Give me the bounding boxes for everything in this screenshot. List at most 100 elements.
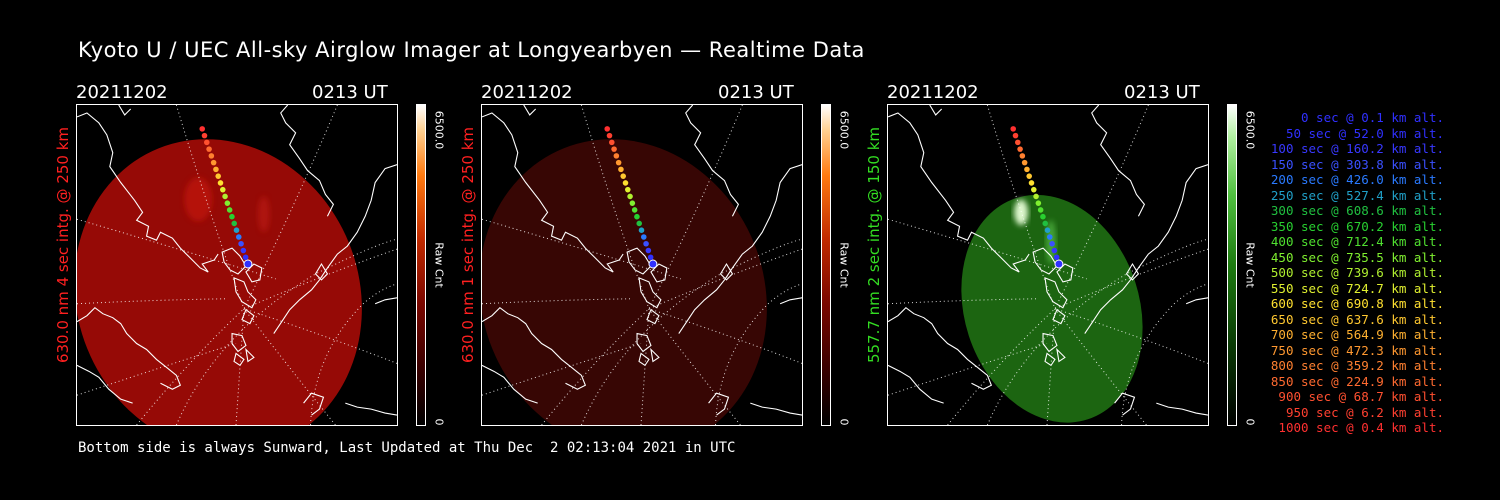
legend-altitude: 637.6 km alt.: [1338, 311, 1444, 327]
grid-line: [243, 308, 336, 425]
legend-altitude: 0.1 km alt.: [1353, 110, 1444, 125]
coastline: [1044, 277, 1068, 309]
trajectory-point: [620, 173, 626, 179]
trajectory-point: [1024, 166, 1030, 173]
legend-time: 0 sec @: [1301, 110, 1354, 125]
grid-line: [947, 308, 1056, 425]
trajectory-point: [1054, 259, 1064, 269]
trajectory-point: [206, 146, 212, 152]
trajectory-point: [643, 240, 649, 247]
legend-altitude: 670.2 km alt.: [1338, 218, 1444, 234]
colorbar-max: 6500.0: [1243, 110, 1257, 150]
colorbar-max: 6500.0: [432, 110, 446, 150]
trajectory-point: [1053, 254, 1060, 261]
coastline: [1032, 247, 1058, 275]
trajectory-legend-row: 200 sec @ 426.0 km alt.: [1262, 172, 1444, 188]
trajectory-point: [236, 234, 242, 240]
trajectory-legend-row: 850 sec @ 224.9 km alt.: [1262, 374, 1444, 390]
trajectory-point: [1049, 240, 1055, 247]
sky-glow: [961, 194, 1143, 423]
coastline: [779, 297, 802, 305]
legend-altitude: 224.9 km alt.: [1338, 373, 1444, 389]
coastline: [638, 277, 662, 309]
legend-altitude: 724.7 km alt.: [1338, 280, 1444, 296]
legend-altitude: 472.3 km alt.: [1338, 342, 1444, 358]
coastline: [303, 392, 325, 416]
trajectory-point: [1040, 213, 1046, 220]
coastline: [750, 402, 802, 416]
trajectory-point: [645, 247, 652, 254]
trajectory-point: [215, 173, 222, 179]
coastline: [77, 112, 219, 273]
legend-time: 450 sec @: [1270, 249, 1339, 265]
legend-time: 650 sec @: [1270, 311, 1339, 327]
trajectory-point: [1035, 200, 1042, 206]
coastline-map: [888, 105, 1208, 416]
legend-time: 900 sec @: [1278, 389, 1347, 404]
coastline: [314, 262, 329, 281]
trajectory-point: [201, 132, 208, 139]
legend-time: 50 sec @: [1285, 125, 1347, 141]
coastline: [626, 247, 652, 275]
trajectory-legend-row: 150 sec @ 303.8 km alt.: [1262, 157, 1444, 173]
coastline: [523, 105, 537, 116]
trajectory-point: [1021, 159, 1028, 166]
legend-time: 550 sec @: [1270, 280, 1339, 296]
trajectory-point: [233, 227, 240, 233]
legend-time: 700 sec @: [1270, 327, 1339, 342]
legend-altitude: 712.4 km alt.: [1338, 234, 1444, 249]
trajectory-legend-row: 750 sec @ 472.3 km alt.: [1262, 343, 1444, 359]
grid-line: [1121, 283, 1208, 425]
trajectory-legend-row: 350 sec @ 670.2 km alt.: [1262, 219, 1444, 235]
trajectory-point: [1012, 132, 1019, 139]
allsky-image: [481, 104, 803, 426]
trajectory-point: [199, 126, 205, 132]
panel-date: 20211202: [481, 82, 573, 103]
coastline: [482, 307, 587, 390]
legend-time: 400 sec @: [1270, 234, 1339, 249]
coastline: [678, 164, 802, 334]
colorbar-unit: Raw Cnt: [1243, 242, 1257, 288]
trajectory-point: [238, 240, 244, 247]
legend-time: 150 sec @: [1270, 156, 1339, 172]
trajectory-point: [1026, 173, 1032, 179]
legend-altitude: 303.8 km alt.: [1338, 156, 1444, 172]
trajectory-point: [604, 126, 610, 132]
legend-altitude: 564.9 km alt.: [1338, 327, 1444, 342]
trajectory-point: [638, 227, 645, 233]
trajectory-point: [613, 153, 620, 159]
trajectory-legend-row: 900 sec @ 68.7 km alt.: [1262, 389, 1444, 405]
trajectory-point: [615, 159, 622, 166]
lat-lon-grid: [77, 105, 397, 425]
coastline: [708, 392, 730, 416]
coastline: [77, 307, 182, 390]
legend-time: 250 sec @: [1270, 187, 1339, 203]
trajectory-point: [213, 166, 219, 173]
panel-time: 0213 UT: [312, 82, 388, 103]
trajectory-point: [631, 207, 638, 213]
legend-time: 750 sec @: [1270, 342, 1339, 358]
trajectory-point: [618, 166, 624, 173]
coastline: [1185, 297, 1208, 305]
coastline: [231, 332, 247, 353]
trajectory-point: [229, 213, 235, 220]
coastline: [685, 105, 740, 217]
coastline: [650, 347, 660, 363]
panel-time: 0213 UT: [718, 82, 794, 103]
coastline: [273, 164, 397, 334]
trajectory-point: [625, 186, 631, 193]
legend-altitude: 52.0 km alt.: [1346, 125, 1444, 141]
trajectory-point: [242, 254, 249, 261]
panel-ylabel: 557.7 nm 2 sec intg. @ 150 km: [865, 126, 883, 364]
grid-line: [715, 283, 802, 425]
legend-time: 200 sec @: [1270, 172, 1339, 187]
coastline: [241, 308, 255, 325]
trajectory-legend-row: 0 sec @ 0.1 km alt.: [1262, 110, 1444, 126]
trajectory-point: [1044, 227, 1051, 233]
coastline: [1052, 308, 1066, 325]
colorbar: [1227, 104, 1237, 426]
trajectory-legend: 0 sec @ 0.1 km alt. 50 sec @ 52.0 km alt.…: [1262, 110, 1444, 436]
trajectory-point: [231, 220, 237, 227]
colorbar-min: 0: [837, 418, 851, 426]
coastline: [1091, 105, 1146, 217]
